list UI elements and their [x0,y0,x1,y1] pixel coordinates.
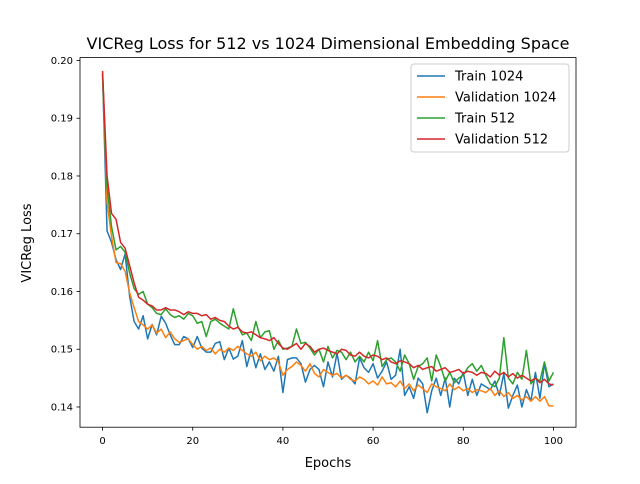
y-tick-label: 0.17 [51,229,73,240]
x-tick-label: 40 [277,436,290,447]
legend-label-2: Train 512 [454,112,515,127]
y-tick-label: 0.16 [51,287,73,298]
x-tick-label: 20 [186,436,199,447]
chart-title: VICReg Loss for 512 vs 1024 Dimensional … [87,34,570,53]
x-axis-label: Epochs [305,456,352,471]
y-tick-label: 0.14 [51,402,73,413]
series-line-0 [101,74,554,414]
y-tick-label: 0.20 [51,56,73,67]
x-tick-label: 100 [544,436,563,447]
y-tick-label: 0.19 [51,114,73,125]
y-axis-ticks: 0.14 0.15 0.16 0.17 0.18 0.19 0.20 [51,56,80,413]
series-line-3 [101,70,554,386]
legend-label-1: Validation 1024 [455,91,556,106]
x-tick-label: 80 [457,436,470,447]
legend-label-3: Validation 512 [455,133,548,148]
y-tick-label: 0.15 [51,345,73,356]
y-tick-label: 0.18 [51,171,73,182]
x-axis-ticks: 0 20 40 60 80 100 [99,427,563,447]
legend-box [410,63,570,153]
x-tick-label: 0 [99,436,105,447]
legend-label-0: Train 1024 [454,70,523,85]
plot-frame [79,57,577,428]
series-line-1 [101,73,554,407]
series-line-2 [101,73,555,388]
y-axis-label: VICReg Loss [20,203,35,282]
series-layer [101,70,555,414]
legend: Train 1024 Validation 1024 Train 512 Valida… [410,63,570,153]
x-tick-label: 60 [367,436,380,447]
